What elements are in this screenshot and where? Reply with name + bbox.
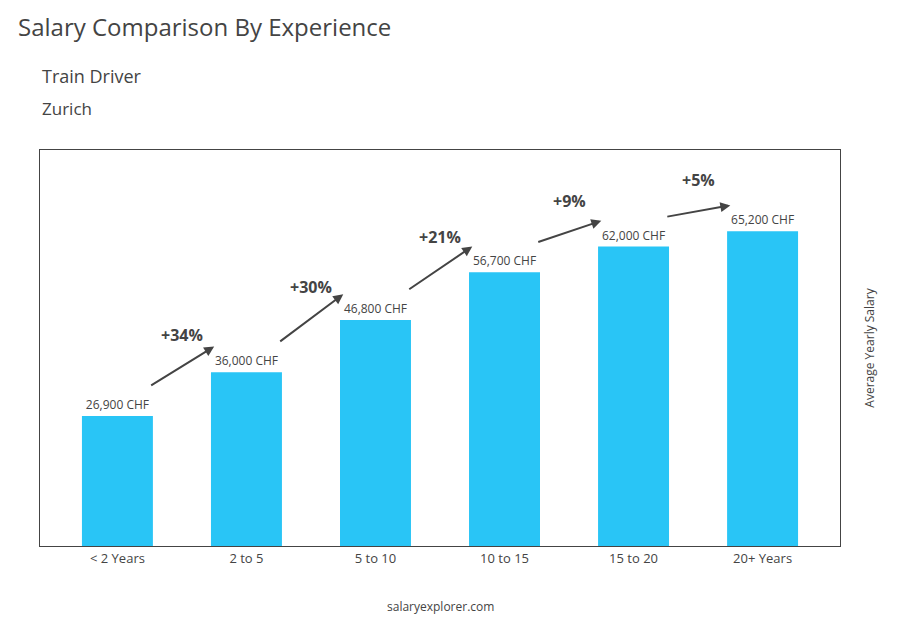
svg-text:salaryexplorer.com: salaryexplorer.com [387, 598, 494, 615]
svg-text:15 to 20: 15 to 20 [609, 549, 658, 567]
svg-text:+21%: +21% [419, 226, 461, 248]
svg-text:+30%: +30% [290, 276, 332, 298]
svg-text:+34%: +34% [161, 324, 203, 346]
svg-text:Average Yearly Salary: Average Yearly Salary [861, 287, 878, 407]
svg-text:46,800 CHF: 46,800 CHF [344, 300, 407, 317]
svg-text:65,200 CHF: 65,200 CHF [731, 211, 794, 228]
svg-text:5 to 10: 5 to 10 [355, 549, 397, 567]
svg-text:26,900 CHF: 26,900 CHF [86, 396, 149, 413]
svg-text:10 to 15: 10 to 15 [480, 549, 529, 567]
svg-text:Salary Comparison By Experienc: Salary Comparison By Experience [18, 10, 391, 43]
svg-text:36,000 CHF: 36,000 CHF [215, 352, 278, 369]
svg-text:56,700 CHF: 56,700 CHF [473, 252, 536, 269]
svg-text:< 2 Years: < 2 Years [90, 549, 145, 567]
svg-text:2 to 5: 2 to 5 [229, 549, 263, 567]
svg-text:Zurich: Zurich [42, 97, 92, 120]
svg-text:62,000 CHF: 62,000 CHF [602, 227, 665, 244]
svg-text:+9%: +9% [553, 190, 586, 212]
svg-text:20+ Years: 20+ Years [733, 549, 792, 567]
svg-text:Train Driver: Train Driver [42, 64, 142, 88]
svg-text:+5%: +5% [682, 169, 715, 191]
